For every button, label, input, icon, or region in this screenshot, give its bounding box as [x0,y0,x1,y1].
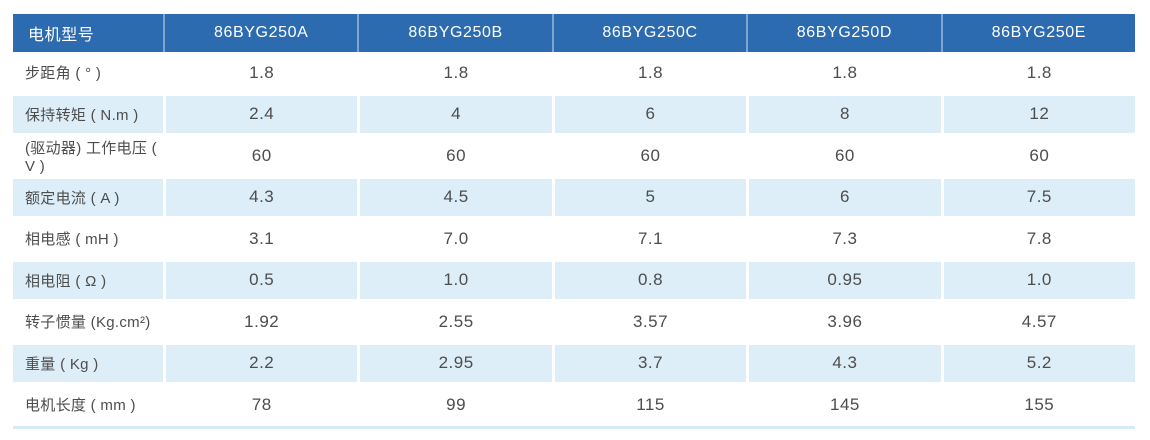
table-cell: 115 [551,384,746,426]
table-cell: 7.0 [357,218,551,260]
table-cell: 60 [357,135,551,177]
table-row-step-angle: 步距角 ( ° ) 1.8 1.8 1.8 1.8 1.8 [13,52,1135,94]
row-label: (驱动器) 工作电压 ( V ) [25,139,157,175]
table-cell: 1.92 [163,301,357,343]
header-cell-86byg250b: 86BYG250B [357,14,551,52]
row-label: 电机长度 ( mm ) [25,397,136,415]
partial-next-row-strip [13,425,1135,429]
table-cell: 0.5 [163,261,357,299]
table-cell: 78 [163,384,357,426]
table-cell: 7.3 [746,218,940,260]
table-row-motor-length: 电机长度 ( mm ) 78 99 115 145 155 [13,384,1135,426]
motor-spec-table: 电机型号 86BYG250A 86BYG250B 86BYG250C 86BYG… [13,14,1135,429]
table-cell: 155 [940,384,1135,426]
table-cell: 3.57 [551,301,746,343]
header-cell-86byg250e: 86BYG250E [940,14,1135,52]
table-cell: 3.7 [551,344,746,382]
table-cell: 6 [746,178,940,216]
table-cell: 4.3 [746,344,940,382]
table-cell: 7.5 [940,178,1135,216]
table-cell: 7.1 [551,218,746,260]
row-label: 保持转矩 ( N.m ) [25,106,139,124]
table-row-holding-torque: 保持转矩 ( N.m ) 2.4 4 6 8 12 [13,93,1135,135]
table-cell: 4.5 [357,178,551,216]
row-label: 步距角 ( ° ) [25,65,102,83]
table-row-rotor-inertia: 转子惯量 (Kg.cm²) 1.92 2.55 3.57 3.96 4.57 [13,301,1135,343]
table-cell: 3.96 [746,301,940,343]
row-label: 相电感 ( mH ) [25,231,119,249]
table-cell: 0.8 [551,261,746,299]
table-row-rated-current: 额定电流 ( A ) 4.3 4.5 5 6 7.5 [13,176,1135,218]
header-cell-86byg250d: 86BYG250D [746,14,940,52]
table-cell: 1.0 [940,261,1135,299]
row-label: 额定电流 ( A ) [25,189,120,207]
table-cell: 4.57 [940,301,1135,343]
table-cell: 60 [940,135,1135,177]
table-cell: 12 [940,95,1135,133]
row-label: 转子惯量 (Kg.cm²) [25,314,151,332]
table-cell: 1.8 [746,52,940,94]
table-cell: 2.95 [357,344,551,382]
table-cell: 7.8 [940,218,1135,260]
table-cell: 1.8 [551,52,746,94]
table-row-phase-inductance: 相电感 ( mH ) 3.1 7.0 7.1 7.3 7.8 [13,218,1135,260]
header-cell-86byg250c: 86BYG250C [551,14,746,52]
table-cell: 1.8 [357,52,551,94]
table-row-weight: 重量 ( Kg ) 2.2 2.95 3.7 4.3 5.2 [13,342,1135,384]
table-cell: 8 [746,95,940,133]
table-cell: 4.3 [163,178,357,216]
table-cell: 2.55 [357,301,551,343]
table-cell: 2.2 [163,344,357,382]
table-cell: 2.4 [163,95,357,133]
table-cell: 60 [163,135,357,177]
table-cell: 145 [746,384,940,426]
row-label: 重量 ( Kg ) [25,355,99,373]
table-cell: 3.1 [163,218,357,260]
table-cell: 4 [357,95,551,133]
header-cell-model-label: 电机型号 [28,27,95,44]
row-label: 相电阻 ( Ω ) [25,272,107,290]
table-header-row: 电机型号 86BYG250A 86BYG250B 86BYG250C 86BYG… [13,14,1135,52]
table-cell: 5.2 [940,344,1135,382]
table-cell: 1.8 [163,52,357,94]
table-row-phase-resistance: 相电阻 ( Ω ) 0.5 1.0 0.8 0.95 1.0 [13,259,1135,301]
table-cell: 1.0 [357,261,551,299]
table-cell: 0.95 [746,261,940,299]
table-cell: 1.8 [940,52,1135,94]
table-row-working-voltage: (驱动器) 工作电压 ( V ) 60 60 60 60 60 [13,135,1135,177]
table-cell: 6 [551,95,746,133]
table-cell: 99 [357,384,551,426]
table-cell: 5 [551,178,746,216]
header-cell-86byg250a: 86BYG250A [163,14,357,52]
table-cell: 60 [551,135,746,177]
table-cell: 60 [746,135,940,177]
